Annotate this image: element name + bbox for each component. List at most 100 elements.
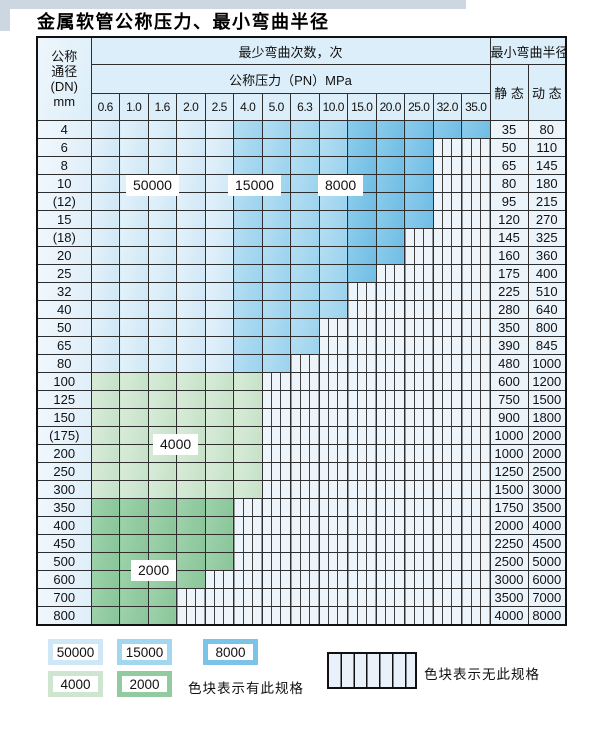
spec-cell <box>404 228 434 247</box>
dynamic-radius-cell: 4000 <box>527 516 567 535</box>
spec-cell <box>204 462 234 481</box>
spec-cell <box>375 336 405 355</box>
spec-cell <box>90 318 120 337</box>
dynamic-radius-cell: 8000 <box>527 606 567 625</box>
left-strip <box>0 9 10 31</box>
spec-cell <box>461 264 491 283</box>
spec-cell <box>404 516 434 535</box>
spec-cell <box>461 138 491 157</box>
spec-cell <box>233 264 263 283</box>
static-radius-cell: 175 <box>489 264 529 283</box>
table-row-dn-500: 500 2500 5000 <box>36 552 567 571</box>
table-row-dn-8: 8 65 145 <box>36 156 567 175</box>
spec-cell <box>119 588 149 607</box>
spec-cell <box>233 300 263 319</box>
spec-cell <box>375 606 405 625</box>
spec-cell <box>461 120 491 139</box>
spec-cell <box>90 444 120 463</box>
spec-cell <box>233 372 263 391</box>
spec-cell <box>204 318 234 337</box>
dn-cell: 600 <box>36 570 92 589</box>
spec-cell <box>176 588 206 607</box>
spec-cell <box>375 300 405 319</box>
radius-header: 最小弯曲半径 <box>489 36 567 65</box>
spec-cell <box>261 408 291 427</box>
spec-cell <box>290 246 320 265</box>
spec-cell <box>347 246 377 265</box>
table-row-dn-4: 4 35 80 <box>36 120 567 139</box>
dynamic-radius-cell: 325 <box>527 228 567 247</box>
static-radius-cell: 3500 <box>489 588 529 607</box>
spec-cell <box>404 246 434 265</box>
spec-cell <box>404 156 434 175</box>
spec-cell <box>404 444 434 463</box>
spec-cell <box>290 444 320 463</box>
spec-cell <box>461 480 491 499</box>
spec-cell <box>318 300 348 319</box>
spec-cell <box>119 246 149 265</box>
spec-cell <box>404 318 434 337</box>
spec-cell <box>233 498 263 517</box>
dynamic-radius-cell: 3000 <box>527 480 567 499</box>
dynamic-radius-cell: 3500 <box>527 498 567 517</box>
dn-cell: 6 <box>36 138 92 157</box>
spec-cell <box>176 498 206 517</box>
static-radius-cell: 95 <box>489 192 529 211</box>
spec-cell <box>90 408 120 427</box>
spec-cell <box>176 156 206 175</box>
spec-cell <box>176 318 206 337</box>
dynamic-radius-cell: 110 <box>527 138 567 157</box>
dn-cell: (175) <box>36 426 92 445</box>
dynamic-radius-cell: 1200 <box>527 372 567 391</box>
spec-cell <box>461 246 491 265</box>
spec-cell <box>318 534 348 553</box>
spec-cell <box>318 372 348 391</box>
spec-cell <box>404 138 434 157</box>
dn-cell: 450 <box>36 534 92 553</box>
dynamic-radius-cell: 4500 <box>527 534 567 553</box>
spec-cell <box>119 300 149 319</box>
spec-cell <box>119 534 149 553</box>
dn-cell: 50 <box>36 318 92 337</box>
dynamic-radius-cell: 270 <box>527 210 567 229</box>
spec-cell <box>318 516 348 535</box>
dn-cell: 20 <box>36 246 92 265</box>
spec-cell <box>290 282 320 301</box>
spec-cell <box>147 156 177 175</box>
spec-cell <box>375 408 405 427</box>
spec-cell <box>204 228 234 247</box>
spec-cell <box>233 588 263 607</box>
spec-cell <box>119 336 149 355</box>
table-row-dn-150: 150 900 1800 <box>36 408 567 427</box>
spec-cell <box>119 282 149 301</box>
spec-cell <box>233 534 263 553</box>
spec-table: 公称 通径 (DN) mm 最少弯曲次数，次 最小弯曲半径 公称压力（PN）MP… <box>36 36 568 626</box>
spec-cell <box>119 606 149 625</box>
table-row-dn-(18): (18) 145 325 <box>36 228 567 247</box>
spec-cell <box>375 282 405 301</box>
spec-cell <box>461 282 491 301</box>
dn-cell: 500 <box>36 552 92 571</box>
spec-cell <box>261 120 291 139</box>
spec-cell <box>432 606 462 625</box>
spec-cell <box>318 138 348 157</box>
spec-cell <box>347 318 377 337</box>
spec-cell <box>290 120 320 139</box>
spec-cell <box>176 228 206 247</box>
spec-cell <box>375 462 405 481</box>
spec-cell <box>290 480 320 499</box>
spec-cell <box>119 480 149 499</box>
spec-cell <box>261 156 291 175</box>
spec-cell <box>432 336 462 355</box>
bend-count-header: 最少弯曲次数，次 <box>90 36 491 65</box>
spec-cell <box>290 606 320 625</box>
dn-cell: 8 <box>36 156 92 175</box>
spec-cell <box>119 390 149 409</box>
static-radius-cell: 1500 <box>489 480 529 499</box>
table-body: 4 35 80 6 50 110 8 65 145 10 80 180 (12) 95 215 15 120 27… <box>36 120 567 625</box>
table-row-dn-6: 6 50 110 <box>36 138 567 157</box>
table-row-dn-20: 20 160 360 <box>36 246 567 265</box>
table-row-dn-10: 10 80 180 <box>36 174 567 193</box>
spec-cell <box>147 282 177 301</box>
